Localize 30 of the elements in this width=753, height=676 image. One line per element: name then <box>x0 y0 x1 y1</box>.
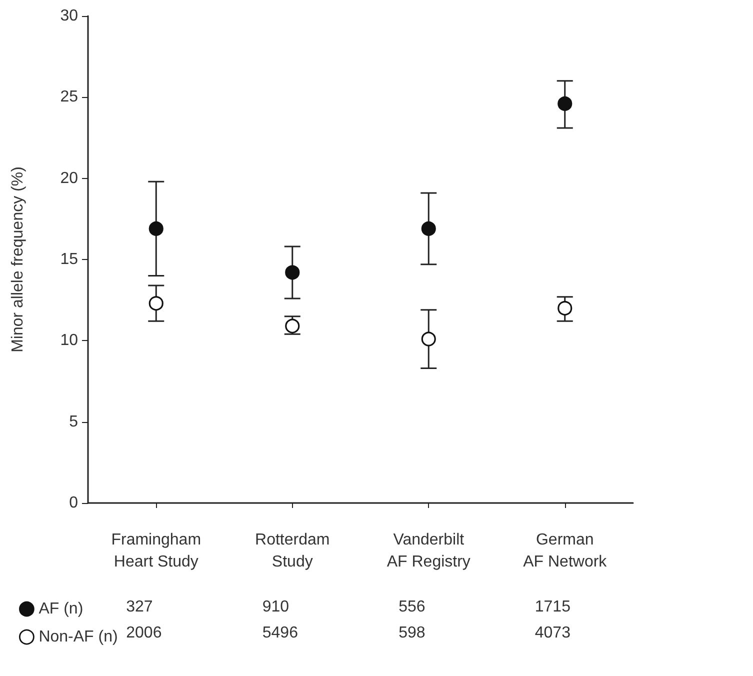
text: 5496 <box>262 624 298 642</box>
point <box>148 296 164 311</box>
y-tick-label: 0 <box>69 494 78 512</box>
x-tick-label: Vanderbilt AF Registry <box>386 532 470 570</box>
point <box>558 96 572 111</box>
text: 1715 <box>534 598 571 616</box>
point <box>558 300 572 316</box>
x-tick-label: Rotterdam Study <box>255 532 330 570</box>
y-tick-label: 15 <box>60 251 78 268</box>
x-tick-label: Framingham Heart Study <box>111 532 202 570</box>
legend-label: Non-AF (n) <box>38 628 118 646</box>
point <box>285 318 300 334</box>
y-tick-label: 10 <box>60 332 78 350</box>
text: 327 <box>126 598 153 616</box>
text: 4073 <box>534 624 571 642</box>
y-tick-label: 5 <box>69 413 78 430</box>
text: 2006 <box>126 624 162 642</box>
point <box>285 265 300 280</box>
y-axis-title: Minor allele frequency (%) <box>10 166 26 352</box>
text: 910 <box>262 598 290 616</box>
text: 556 <box>398 598 426 616</box>
y-tick-label: 25 <box>60 88 78 106</box>
point <box>148 221 164 236</box>
y-tick-label: 30 <box>60 8 78 24</box>
legend-label: AF (n) <box>38 600 84 618</box>
y-tick-label: 20 <box>60 170 78 187</box>
x-tick-label: German AF Network <box>523 532 608 570</box>
text: 598 <box>398 624 426 642</box>
point <box>421 332 436 346</box>
point <box>421 221 436 236</box>
